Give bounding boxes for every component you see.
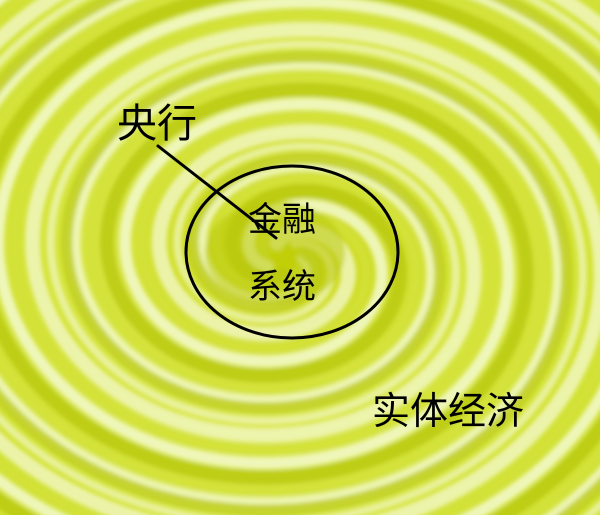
central-bank-label: 央行	[117, 101, 197, 147]
financial-system-label-line2: 系统	[248, 267, 316, 307]
financial-system-circle	[184, 164, 400, 340]
swirl-center	[205, 201, 345, 305]
financial-system-label-line1: 金融	[248, 200, 316, 240]
real-economy-label: 实体经济	[372, 389, 525, 433]
